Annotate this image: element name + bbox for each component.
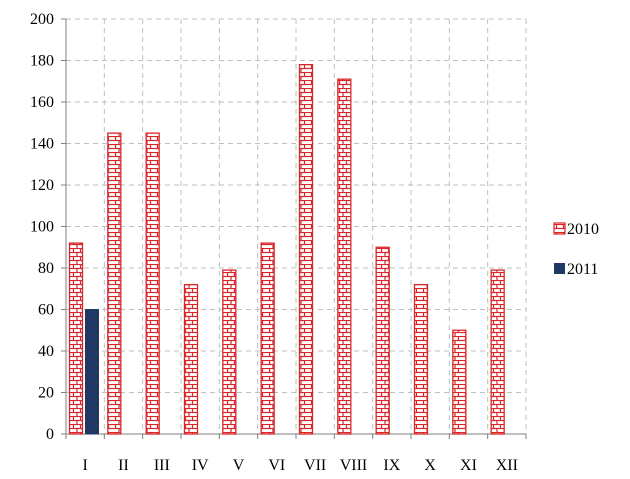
y-tick-label: 160 (30, 94, 54, 111)
legend-swatch-2010 (553, 222, 566, 235)
x-tick-label: VII (304, 457, 326, 474)
bars (68, 64, 505, 435)
bar-2010 (260, 242, 275, 435)
y-tick-label: 120 (30, 177, 54, 194)
bar-2010 (375, 246, 390, 435)
y-tick-label: 180 (30, 53, 54, 70)
x-tick-label: VIII (340, 457, 368, 474)
bar-2010 (490, 269, 505, 435)
bar-2010 (337, 78, 352, 435)
bar-2010 (452, 329, 467, 435)
y-tick-label: 40 (38, 343, 54, 360)
y-tick-label: 140 (30, 136, 54, 153)
legend-label-2011: 2011 (567, 261, 598, 278)
bar-2011 (85, 309, 99, 435)
y-tick-label: 100 (30, 219, 54, 236)
gridlines (66, 18, 527, 434)
axes (61, 18, 527, 439)
x-tick-label: VI (268, 457, 285, 474)
y-tick-label: 60 (38, 302, 54, 319)
y-tick-label: 200 (30, 11, 54, 28)
x-tick-label: V (233, 457, 245, 474)
x-tick-label: X (424, 457, 436, 474)
bar-2010 (222, 269, 237, 435)
bar-2010 (68, 242, 84, 435)
x-tick-label: I (83, 457, 88, 474)
bar-2010 (183, 283, 199, 435)
y-tick-label: 0 (46, 426, 54, 443)
x-tick-label: III (154, 457, 170, 474)
legend-swatch-2011 (554, 263, 565, 274)
bar-2010 (413, 283, 429, 435)
x-tick-label: XII (496, 457, 518, 474)
x-tick-label: IX (383, 457, 400, 474)
x-tick-label: XI (460, 457, 477, 474)
bar-2010 (298, 64, 314, 435)
x-tick-label: IV (192, 457, 209, 474)
x-tick-label: II (118, 457, 129, 474)
y-tick-label: 20 (38, 385, 54, 402)
bar-2010 (145, 132, 160, 435)
legend-label-2010: 2010 (567, 221, 599, 238)
bar-2010 (107, 132, 122, 435)
y-tick-label: 80 (38, 260, 54, 277)
legend: 2010 2011 (553, 221, 599, 278)
